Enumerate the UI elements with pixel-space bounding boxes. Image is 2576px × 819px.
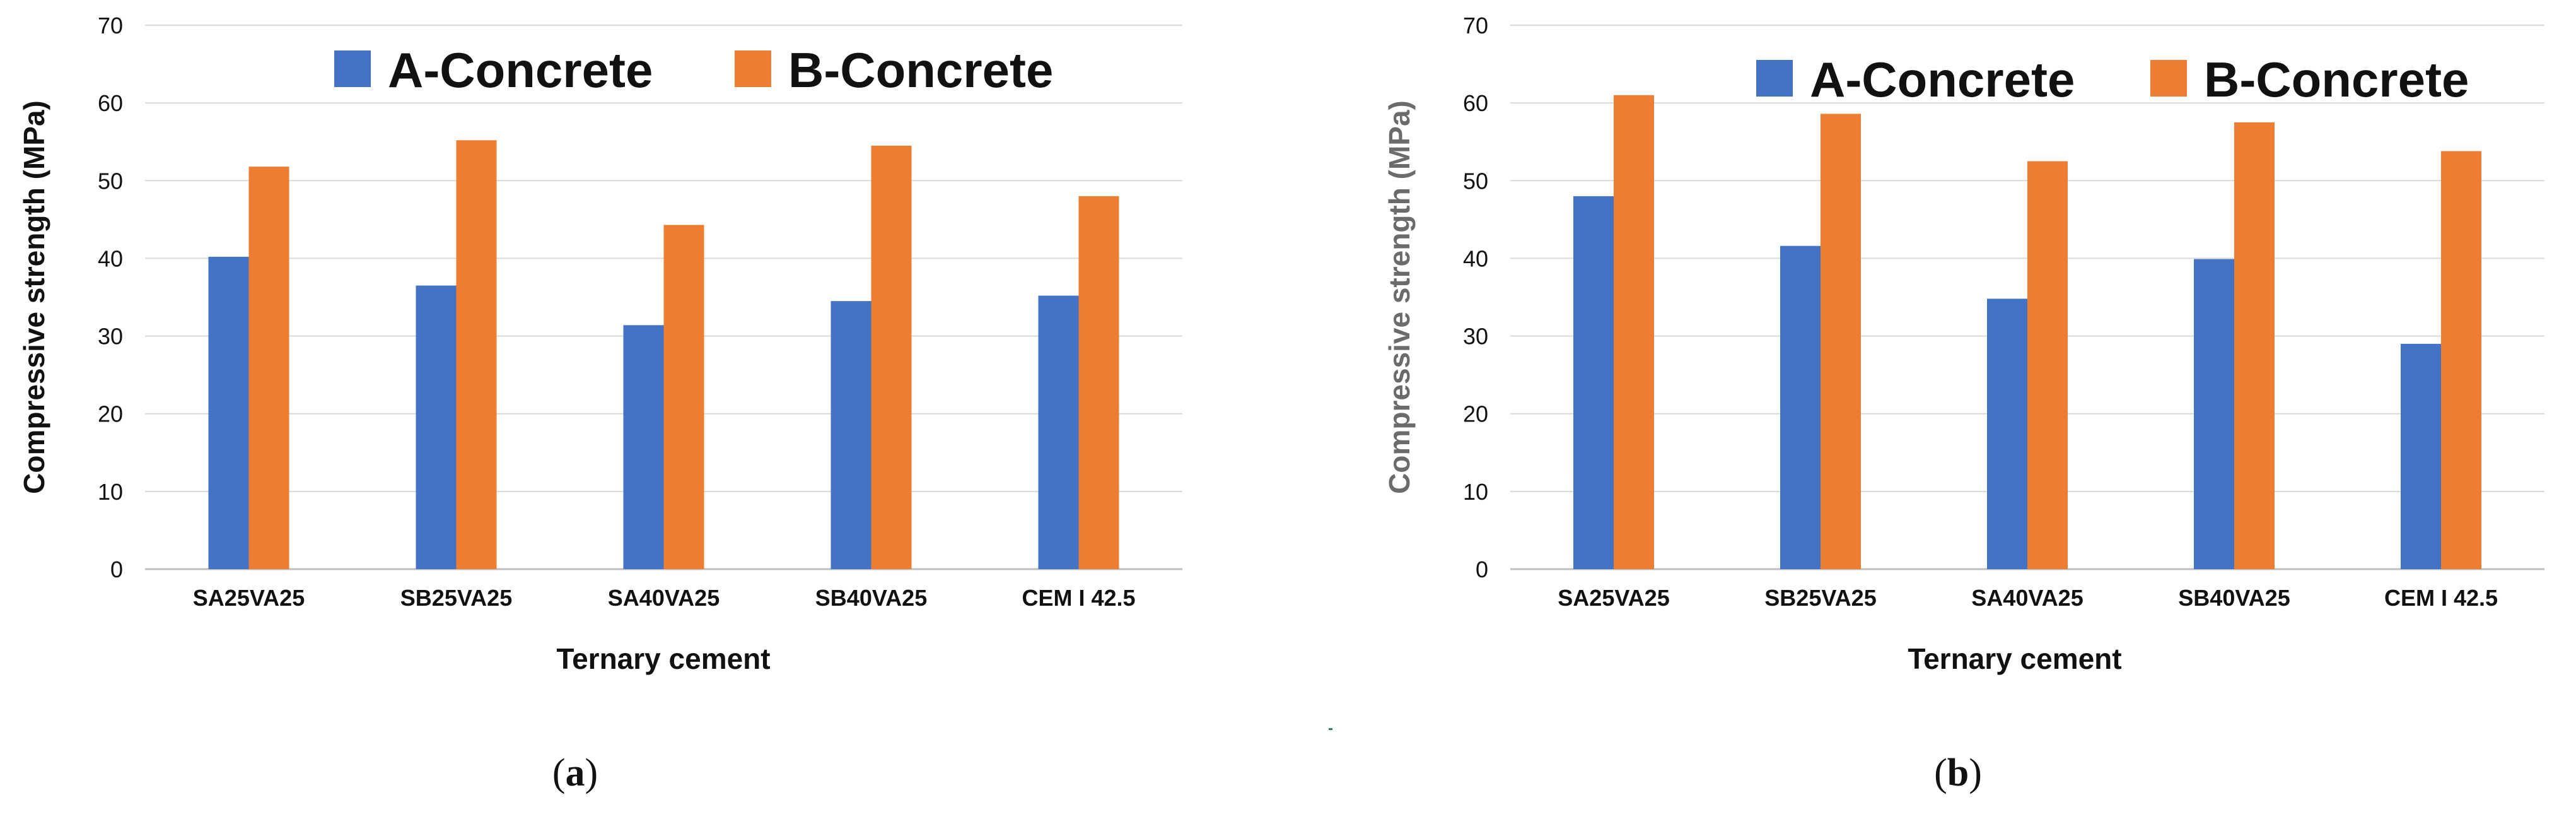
y-tick-label: 10 — [1463, 479, 1488, 505]
y-tick-label: 40 — [1463, 245, 1488, 271]
y-tick-label: 0 — [110, 557, 123, 582]
chart-b: 0 10 20 30 40 50 60 70 SA25VA25 SB25VA25… — [1383, 13, 2544, 675]
bar-a-concrete — [1573, 196, 1614, 569]
bar-b-concrete — [1821, 114, 1861, 569]
category-labels-a: SA25VA25 SB25VA25 SA40VA25 SB40VA25 CEM … — [193, 585, 1136, 611]
y-tick-label: 30 — [98, 324, 123, 350]
category-label: SA25VA25 — [1558, 585, 1669, 611]
y-tick-labels-a: 0 10 20 30 40 50 60 70 — [98, 13, 123, 582]
bar-a-concrete — [1038, 295, 1079, 569]
bar-b-concrete — [456, 140, 497, 569]
x-axis-title: Ternary cement — [1908, 642, 2121, 675]
legend-a: A-Concrete B-Concrete — [334, 42, 1053, 98]
category-label: SB40VA25 — [2178, 585, 2290, 611]
y-tick-label: 20 — [98, 401, 123, 427]
bar-a-concrete — [2194, 259, 2234, 569]
bar-a-concrete — [416, 285, 457, 569]
bar-a-concrete — [208, 256, 249, 569]
legend-label: A-Concrete — [388, 42, 653, 98]
x-axis-title: Ternary cement — [556, 642, 770, 675]
y-tick-label: 30 — [1463, 324, 1488, 350]
legend-label: B-Concrete — [2204, 52, 2469, 107]
y-tick-label: 60 — [98, 90, 123, 116]
bar-b-concrete — [663, 225, 704, 569]
panel-caption-b: (b) — [1934, 751, 1982, 794]
y-tick-label: 40 — [98, 245, 123, 271]
legend-swatch-a-concrete — [1756, 60, 1793, 97]
bars-a — [208, 140, 1119, 569]
legend-swatch-b-concrete — [2150, 60, 2187, 97]
decorative-dot — [1329, 728, 1332, 730]
legend-swatch-a-concrete — [334, 50, 371, 87]
bar-b-concrete — [1614, 95, 1654, 569]
category-label: SB40VA25 — [815, 585, 927, 611]
category-label: SA25VA25 — [193, 585, 305, 611]
category-label: CEM I 42.5 — [2384, 585, 2498, 611]
y-tick-label: 10 — [98, 479, 123, 505]
panel-caption-b-letter: b — [1947, 751, 1969, 794]
legend-b: A-Concrete B-Concrete — [1756, 52, 2469, 107]
y-tick-label: 70 — [1463, 13, 1488, 38]
bar-a-concrete — [2401, 343, 2441, 569]
bar-b-concrete — [1078, 196, 1119, 569]
bar-a-concrete — [830, 301, 871, 569]
category-label: SA40VA25 — [608, 585, 720, 611]
bar-a-concrete — [1780, 245, 1821, 569]
bar-b-concrete — [248, 167, 289, 569]
category-label: SB25VA25 — [400, 585, 512, 611]
legend-label: A-Concrete — [1810, 52, 2075, 107]
category-label: SA40VA25 — [1971, 585, 2083, 611]
chart-a: 0 10 20 30 40 50 60 70 SA25VA25 SB25VA25… — [18, 13, 1182, 675]
panel-caption-a: (a) — [552, 751, 598, 794]
y-tick-label: 50 — [1463, 168, 1488, 194]
category-labels-b: SA25VA25 SB25VA25 SA40VA25 SB40VA25 CEM … — [1558, 585, 2498, 611]
bar-b-concrete — [2234, 122, 2275, 569]
bar-b-concrete — [871, 145, 912, 569]
panel-caption-a-letter: a — [566, 751, 585, 794]
y-tick-labels-b: 0 10 20 30 40 50 60 70 — [1463, 13, 1488, 582]
y-tick-label: 20 — [1463, 401, 1488, 427]
y-tick-label: 60 — [1463, 90, 1488, 116]
bar-a-concrete — [1987, 298, 2027, 569]
bar-a-concrete — [623, 325, 664, 569]
y-tick-label: 50 — [98, 168, 123, 194]
y-tick-label: 0 — [1476, 557, 1488, 582]
bar-b-concrete — [2441, 151, 2481, 569]
bar-b-concrete — [2027, 161, 2068, 569]
y-axis-title: Compressive strength (MPa) — [18, 100, 50, 494]
category-label: SB25VA25 — [1764, 585, 1876, 611]
y-axis-title: Compressive strength (MPa) — [1383, 100, 1416, 494]
bars-b — [1573, 95, 2481, 569]
legend-swatch-b-concrete — [735, 50, 771, 87]
category-label: CEM I 42.5 — [1022, 585, 1135, 611]
y-tick-label: 70 — [98, 13, 123, 38]
legend-label: B-Concrete — [788, 42, 1053, 98]
